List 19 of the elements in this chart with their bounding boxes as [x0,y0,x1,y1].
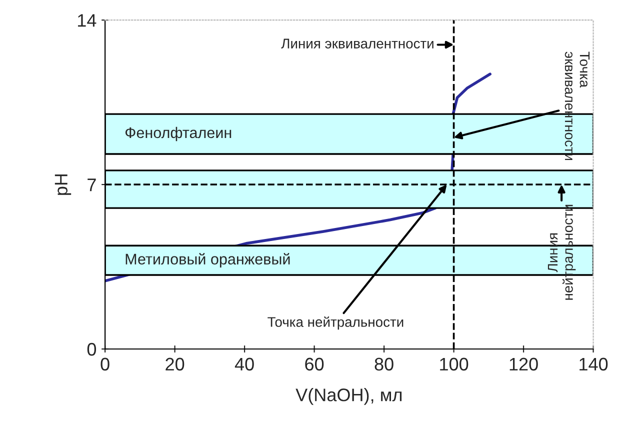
x-tick-label: 0 [100,358,110,371]
y-tick-label: 14 [78,14,96,27]
x-tick-label: 40 [234,358,254,371]
ref-line-label: Линия нейтральности [548,204,576,300]
x-tick-label: 20 [166,358,184,371]
band-label: Метиловый оранжевый [126,253,290,268]
x-tick-label: 80 [374,358,394,371]
x-tick-label: 120 [510,358,538,371]
ref-line-label: Линия эквивалентности [281,38,434,48]
y-axis-title: pH [54,174,72,195]
annotation: Точка эквивалентности [564,52,590,160]
x-tick-label: 140 [580,358,608,371]
x-tick-label: 60 [305,358,324,371]
y-tick-label: 7 [88,178,96,192]
y-tick-label: 0 [87,342,96,356]
band-label: Фенолфталеин [125,126,232,142]
annotation: Точка нейтральности [268,316,404,330]
x-tick-label: 100 [440,358,468,371]
x-axis-title: V(NaOH), мл [296,388,402,405]
